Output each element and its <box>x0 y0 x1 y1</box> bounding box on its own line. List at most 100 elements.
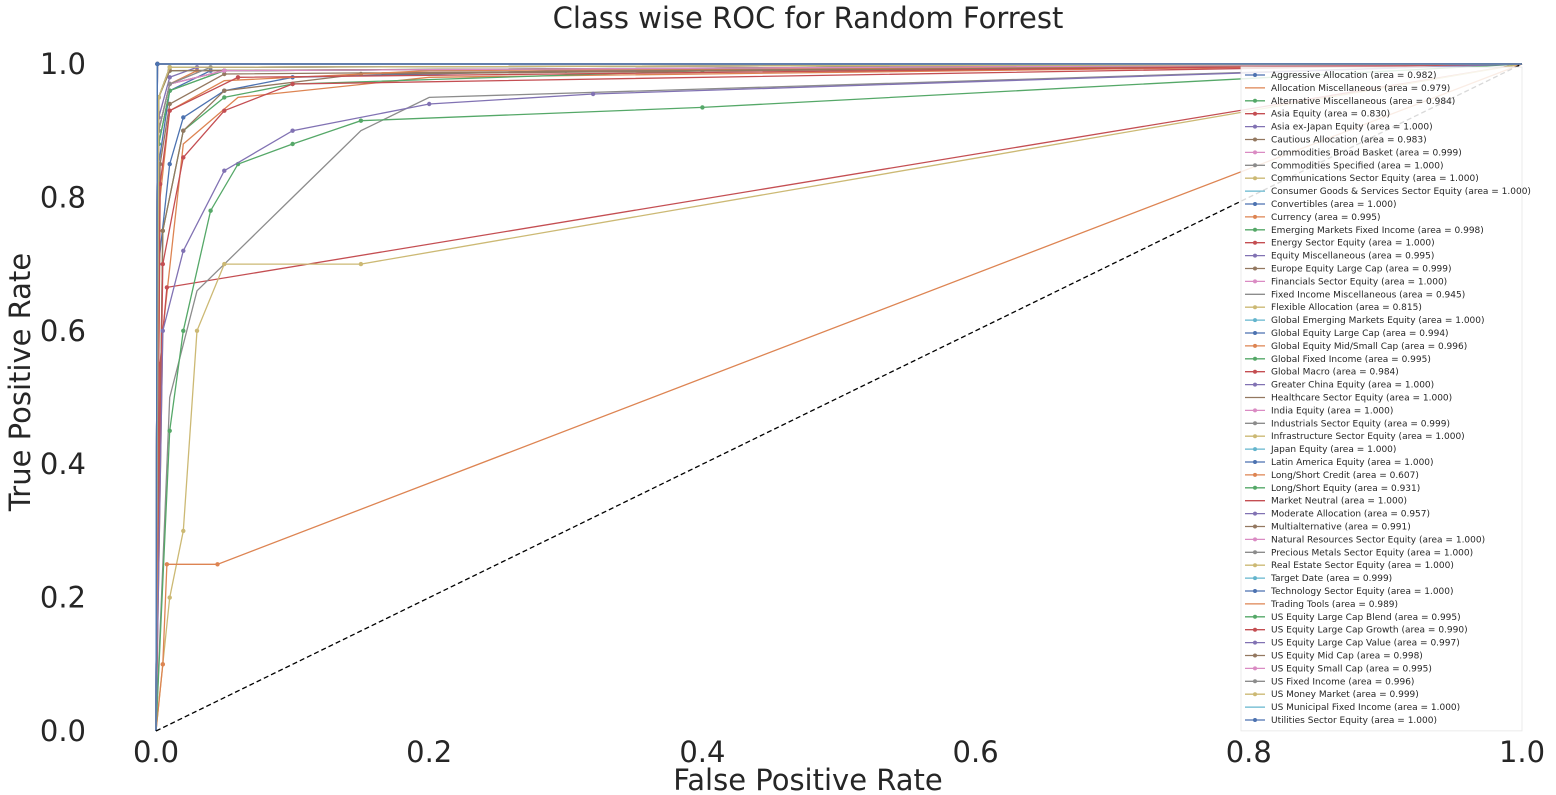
roc-point <box>222 68 227 73</box>
legend-marker <box>1253 589 1257 593</box>
roc-point <box>160 228 165 233</box>
roc-point <box>215 562 220 567</box>
legend-marker <box>1253 369 1257 374</box>
legend-marker <box>1253 563 1257 568</box>
legend-entry: Utilities Sector Equity (area = 1.000) <box>1271 716 1437 726</box>
legend-entry: Asia ex-Japan Equity (area = 1.000) <box>1271 123 1433 133</box>
legend-marker <box>1253 524 1257 529</box>
y-axis-label: True Positive Rate <box>3 253 37 512</box>
legend-marker <box>1253 640 1257 645</box>
legend-entry: Trading Tools (area = 0.989) <box>1270 600 1398 610</box>
legend-entry: Flexible Allocation (area = 0.815) <box>1271 303 1422 313</box>
roc-point <box>181 328 186 333</box>
legend-entry: Global Fixed Income (area = 0.995) <box>1271 355 1431 365</box>
legend-entry: Industrials Sector Equity (area = 0.999) <box>1271 419 1450 429</box>
legend-entry: Commodities Broad Basket (area = 0.999) <box>1271 148 1462 158</box>
roc-point <box>590 91 596 97</box>
legend-entry: Infrastructure Sector Equity (area = 1.0… <box>1271 432 1465 442</box>
legend-marker <box>1253 460 1257 464</box>
roc-point <box>155 61 160 67</box>
legend-entry: US Municipal Fixed Income (area = 1.000) <box>1271 703 1460 713</box>
x-tick-label: 0.8 <box>1226 735 1272 769</box>
legend-marker <box>1253 692 1257 697</box>
roc-point <box>358 261 364 267</box>
legend-entry: India Equity (area = 1.000) <box>1271 406 1393 416</box>
roc-curve-48 <box>155 63 1523 732</box>
legend-entry: Natural Resources Sector Equity (area = … <box>1271 535 1485 545</box>
legend-entry: Global Equity Large Cap (area = 0.994) <box>1271 329 1449 339</box>
legend-marker <box>1253 576 1257 581</box>
legend: Aggressive Allocation (area = 0.982) Allo… <box>1240 66 1531 732</box>
roc-point <box>167 595 172 600</box>
legend-marker <box>1253 421 1257 426</box>
roc-point <box>181 115 186 120</box>
legend-entry: Allocation Miscellaneous (area = 0.979) <box>1271 84 1450 94</box>
legend-marker <box>1253 163 1257 168</box>
legend-marker <box>1253 511 1257 516</box>
legend-entry: Consumer Goods & Services Sector Equity … <box>1271 187 1531 197</box>
legend-marker <box>1253 408 1257 413</box>
roc-point <box>290 141 295 147</box>
x-tick-label: 0.6 <box>953 735 999 769</box>
legend-entry: US Equity Large Cap Growth (area = 0.990… <box>1271 626 1468 636</box>
legend-entry: Europe Equity Large Cap (area = 0.999) <box>1271 265 1452 275</box>
legend-entry: Long/Short Credit (area = 0.607) <box>1271 471 1419 481</box>
roc-curve-18 <box>155 63 1523 732</box>
y-tick-label: 0.4 <box>40 447 86 481</box>
legend-entry: Long/Short Equity (area = 0.931) <box>1271 484 1420 494</box>
legend-entry: Real Estate Sector Equity (area = 1.000) <box>1271 561 1454 571</box>
roc-point <box>194 328 200 333</box>
roc-point <box>181 248 186 253</box>
legend-marker <box>1253 472 1257 477</box>
roc-point <box>222 108 227 113</box>
legend-entry: Asia Equity (area = 0.830) <box>1271 110 1390 120</box>
legend-marker <box>1253 485 1257 490</box>
legend-marker <box>1253 614 1257 619</box>
legend-marker <box>1253 434 1257 439</box>
x-tick-label: 0.0 <box>133 735 179 769</box>
legend-entry: Global Equity Mid/Small Cap (area = 0.99… <box>1271 342 1467 352</box>
legend-marker <box>1253 537 1257 542</box>
roc-curves <box>155 61 1523 732</box>
legend-marker <box>1253 550 1257 555</box>
x-tick-label: 0.2 <box>406 735 452 769</box>
roc-point <box>427 101 432 107</box>
y-tick-label: 0.0 <box>40 714 86 748</box>
roc-curve-17 <box>155 63 1523 732</box>
x-axis-ticks: 0.0 0.2 0.4 0.6 0.8 1.0 <box>133 735 1545 769</box>
legend-marker <box>1253 627 1257 632</box>
legend-marker <box>1253 679 1257 684</box>
legend-entry: US Equity Mid Cap (area = 0.998) <box>1271 652 1423 662</box>
roc-point <box>700 105 705 110</box>
legend-entry: Aggressive Allocation (area = 0.982) <box>1271 71 1437 81</box>
legend-entry: Communications Sector Equity (area = 1.0… <box>1271 174 1479 184</box>
legend-entry: Latin America Equity (area = 1.000) <box>1271 458 1434 468</box>
x-tick-label: 0.4 <box>679 735 725 769</box>
legend-entry: Multialternative (area = 0.991) <box>1271 523 1411 533</box>
legend-entry: Financials Sector Equity (area = 1.000) <box>1271 277 1447 287</box>
legend-entry: Target Date (area = 0.999) <box>1270 574 1392 584</box>
roc-point <box>222 261 227 267</box>
legend-marker <box>1253 382 1257 387</box>
legend-entry: Global Emerging Markets Equity (area = 1… <box>1271 316 1485 326</box>
legend-marker <box>1253 343 1257 348</box>
y-tick-label: 1.0 <box>40 47 86 81</box>
legend-entry: Currency (area = 0.995) <box>1271 213 1381 223</box>
x-axis-label: False Positive Rate <box>673 763 943 795</box>
roc-point <box>290 128 295 133</box>
roc-point <box>167 81 172 87</box>
roc-point <box>181 528 186 534</box>
y-tick-label: 0.6 <box>40 314 86 348</box>
legend-entry: Cautious Allocation (area = 0.983) <box>1271 136 1427 146</box>
legend-marker <box>1253 227 1257 232</box>
roc-point <box>181 155 186 160</box>
legend-entry: Precious Metals Sector Equity (area = 1.… <box>1271 548 1473 558</box>
roc-point <box>160 328 165 333</box>
legend-marker <box>1253 666 1257 671</box>
legend-marker <box>1253 137 1257 142</box>
legend-marker <box>1253 356 1257 361</box>
y-tick-label: 0.2 <box>40 581 86 615</box>
roc-point <box>160 662 165 667</box>
legend-marker <box>1253 279 1257 284</box>
